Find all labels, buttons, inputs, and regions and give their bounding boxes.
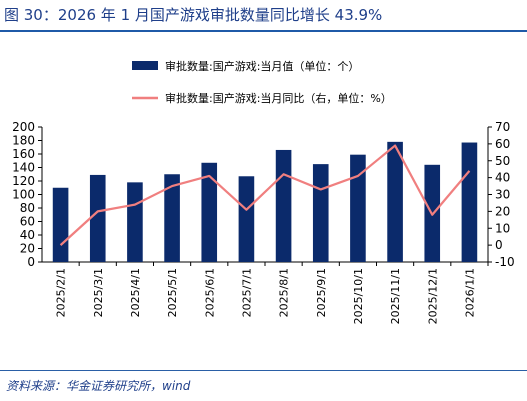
left-tick-label: 200 <box>12 120 35 134</box>
x-tick-label: 2025/6/1 <box>203 268 216 317</box>
left-tick-label: 60 <box>20 215 35 229</box>
left-tick-label: 100 <box>12 188 35 202</box>
yoy-line <box>59 144 471 246</box>
bar <box>201 162 218 262</box>
right-axis-tick-labels: -10 0 10 20 30 40 50 60 70 <box>495 120 515 269</box>
right-tick-label: -10 <box>495 255 515 269</box>
line-series <box>59 144 471 246</box>
source-note: 资料来源：华金证券研究所，wind <box>6 379 191 393</box>
left-tick-label: 120 <box>12 174 35 188</box>
x-tick-label: 2025/3/1 <box>92 268 105 317</box>
right-tick-label: 30 <box>495 188 510 202</box>
x-tick-label: 2025/12/1 <box>426 268 439 324</box>
bar <box>275 149 292 262</box>
bar <box>238 176 255 262</box>
bar <box>127 182 143 262</box>
axes <box>38 126 492 266</box>
bar <box>89 174 106 262</box>
left-tick-label: 20 <box>20 242 35 256</box>
bar <box>350 154 366 262</box>
right-tick-label: 70 <box>495 120 510 134</box>
left-tick-label: 80 <box>20 201 35 215</box>
x-tick-label: 2025/8/1 <box>278 268 291 317</box>
footer-rule <box>0 370 527 371</box>
x-tick-label: 2025/5/1 <box>166 268 179 317</box>
bar <box>387 141 403 262</box>
x-tick-label: 2025/9/1 <box>315 268 328 317</box>
right-tick-label: 20 <box>495 204 510 218</box>
right-tick-label: 50 <box>495 154 510 168</box>
legend-bar-label: 审批数量:国产游戏:当月值（单位：个） <box>165 59 359 73</box>
legend-line-label: 审批数量:国产游戏:当月同比（右，单位：%） <box>165 91 392 105</box>
right-tick-label: 10 <box>495 221 510 235</box>
left-tick-label: 40 <box>20 228 35 242</box>
left-tick-label: 180 <box>12 134 35 148</box>
x-tick-label: 2025/10/1 <box>352 268 365 324</box>
left-tick-label: 140 <box>12 161 35 175</box>
legend: 审批数量:国产游戏:当月值（单位：个） 审批数量:国产游戏:当月同比（右，单位：… <box>132 59 392 105</box>
combo-chart: 审批数量:国产游戏:当月值（单位：个） 审批数量:国产游戏:当月同比（右，单位：… <box>12 59 515 324</box>
x-axis-tick-labels: 2025/2/1 2025/3/1 2025/4/1 2025/5/1 2025/6/1… <box>55 268 477 324</box>
bar <box>461 142 478 262</box>
legend-bar-swatch <box>132 61 158 70</box>
right-tick-label: 40 <box>495 171 510 185</box>
left-tick-label: 0 <box>27 255 35 269</box>
x-tick-label: 2026/1/1 <box>463 268 476 317</box>
x-tick-label: 2025/11/1 <box>389 268 402 324</box>
right-tick-label: 60 <box>495 137 510 151</box>
bar-series <box>52 141 478 262</box>
x-tick-label: 2025/7/1 <box>240 268 253 317</box>
bar <box>312 164 329 262</box>
right-tick-label: 0 <box>495 238 503 252</box>
left-tick-label: 160 <box>12 147 35 161</box>
x-tick-label: 2025/4/1 <box>129 268 142 317</box>
title-rule <box>0 30 527 32</box>
figure-title: 图 30：2026 年 1 月国产游戏审批数量同比增长 43.9% <box>4 6 383 24</box>
x-tick-label: 2025/2/1 <box>55 268 68 317</box>
bar <box>52 187 69 262</box>
bar <box>164 174 180 262</box>
